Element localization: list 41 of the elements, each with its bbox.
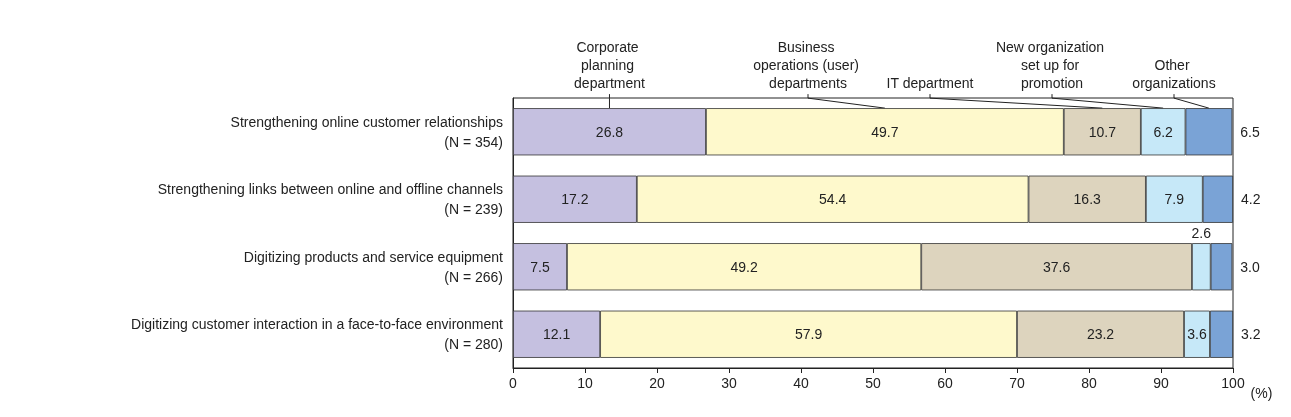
data-label: 3.6 (1187, 326, 1207, 343)
data-label: 23.2 (1086, 326, 1115, 343)
data-label: 7.5 (530, 258, 550, 275)
x-axis-title: (%) (1250, 385, 1273, 401)
text: IT department (886, 75, 974, 92)
data-label: 17.2 (561, 191, 589, 208)
data-label: 16.3 (1073, 191, 1102, 208)
x-tick-label: 60 (937, 375, 953, 391)
data-label: 10.7 (1088, 123, 1117, 140)
series-label: Business operations (user) departments (753, 39, 863, 92)
x-tick-label: 100 (1221, 375, 1245, 391)
x-tick-label: 90 (1153, 375, 1169, 391)
y-tick-label: Digitizing products and service equipment (N = 266) (243, 248, 504, 285)
data-label: 6.5 (1240, 123, 1260, 140)
data-label: 12.1 (542, 326, 571, 343)
series-label: Corporate planning department (574, 39, 645, 92)
x-tick-label: 0 (509, 375, 518, 391)
x-tick-label: 50 (865, 375, 881, 391)
data-label: 49.2 (730, 258, 758, 275)
data-label: 49.7 (871, 123, 899, 140)
data-label: 2.6 (1191, 225, 1212, 242)
data-label: 7.9 (1164, 191, 1185, 208)
x-tick-label: 70 (1009, 375, 1025, 391)
data-label: 26.8 (595, 123, 624, 140)
data-label: 3.0 (1240, 258, 1260, 275)
data-label: 4.2 (1241, 191, 1261, 208)
x-tick-label: 30 (721, 375, 737, 391)
data-label: 37.6 (1042, 258, 1071, 275)
data-label: 3.2 (1241, 326, 1261, 343)
data-label: 6.2 (1153, 123, 1174, 140)
x-tick-label: 20 (649, 375, 665, 391)
y-tick-label: Digitizing customer interaction in a face-to-face environment (N = 280) (131, 316, 504, 353)
x-tick-label: 10 (577, 375, 593, 391)
y-tick-label: Strengthening links between online and offline channels (N = 239) (157, 181, 503, 218)
text: New organization set up for promotion (995, 39, 1109, 92)
series-label: Other organizations (1132, 57, 1216, 92)
x-tick-label: 80 (1081, 375, 1097, 391)
data-label: 57.9 (794, 326, 823, 343)
y-tick-label: Strengthening online customer relationships (N = 354) (230, 113, 503, 150)
data-label: 54.4 (819, 191, 847, 208)
x-tick-label: 40 (793, 375, 809, 391)
